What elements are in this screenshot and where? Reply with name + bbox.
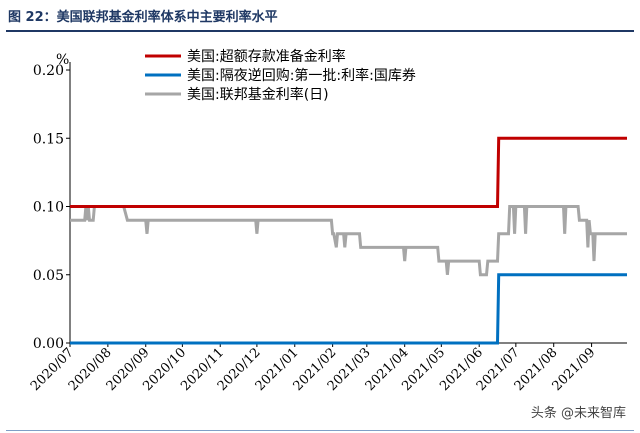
y-tick-label: 0.00 bbox=[33, 336, 64, 352]
series-lines bbox=[70, 136, 627, 345]
y-tick-label: 0.20 bbox=[33, 63, 64, 79]
y-axis-unit-label: % bbox=[56, 52, 69, 68]
y-tick-label: 0.10 bbox=[33, 200, 64, 216]
legend-label: 美国:超额存款准备金利率 bbox=[187, 48, 346, 65]
series-line-2 bbox=[70, 205, 627, 277]
figure-title: 图 22：美国联邦基金利率体系中主要利率水平 bbox=[8, 10, 278, 25]
legend-label: 美国:隔夜逆回购:第一批:利率:国库券 bbox=[187, 67, 416, 84]
bottom-rule bbox=[6, 430, 634, 431]
title-rule bbox=[6, 30, 634, 32]
legend-label: 美国:联邦基金利率(日) bbox=[187, 86, 329, 103]
legend: 美国:超额存款准备金利率美国:隔夜逆回购:第一批:利率:国库券美国:联邦基金利率… bbox=[145, 48, 416, 103]
watermark-text: 头条 @未来智库 bbox=[530, 406, 626, 421]
series-line-0 bbox=[70, 136, 627, 208]
y-tick-label: 0.05 bbox=[33, 268, 64, 284]
y-tick-label: 0.15 bbox=[33, 131, 64, 147]
series-line-1 bbox=[70, 273, 627, 345]
